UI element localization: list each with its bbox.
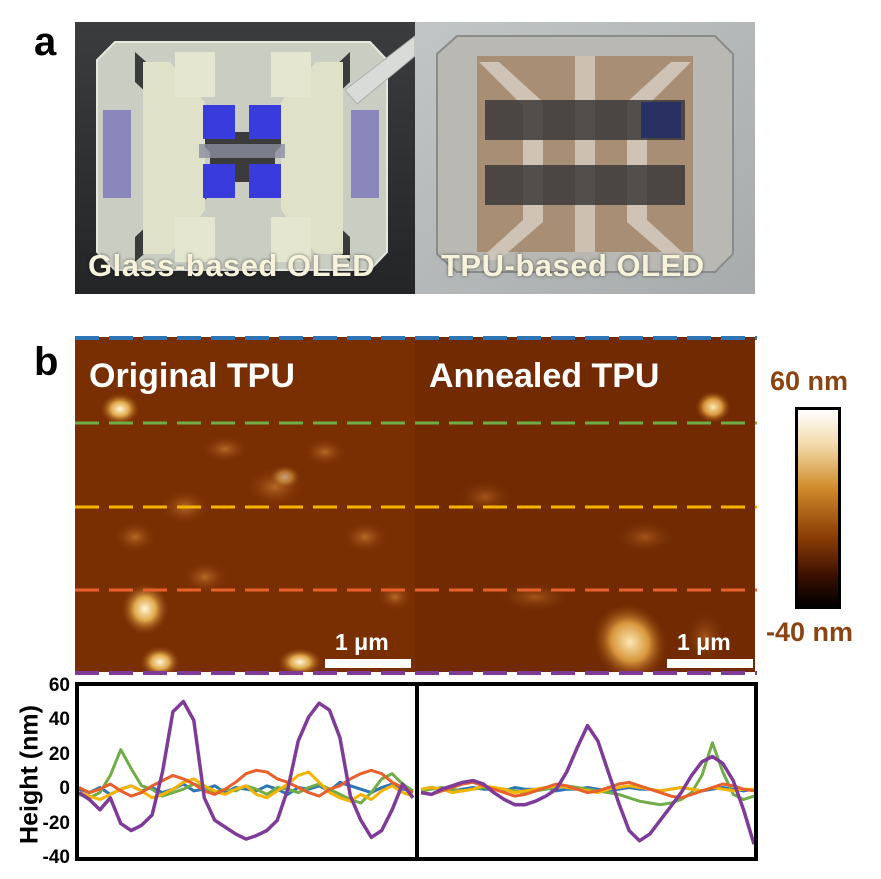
glass-oled-device-illustration [75,22,415,294]
y-tick-label: -20 [42,812,70,834]
colorbar-max-label: 60 nm [770,366,849,396]
glass-oled-caption: Glass-based OLED [88,248,376,283]
y-tick-label: 20 [48,743,70,765]
afm-profile-lines [75,336,757,675]
profile-series-green-annealed [420,741,755,807]
panel-letter-b: b [34,340,59,384]
tpu-oled-photo: TPU-based OLED [415,22,755,294]
height-colorbar [795,407,841,609]
profile-series-yellow-annealed [420,784,754,795]
y-tick-label: 0 [59,778,70,800]
afm-original-tpu-image: Original TPU 1 μm [75,337,415,672]
afm-annealed-topography [415,337,755,672]
scale-bar-original [325,659,411,668]
afm-annealed-tpu-image: Annealed TPU 1 μm [415,337,755,672]
afm-annealed-title: Annealed TPU [429,357,660,395]
y-tick-label: 60 [48,675,70,696]
profile-series-purple-annealed [420,723,756,845]
scale-bar-annealed [667,659,753,668]
afm-original-topography [75,337,415,672]
profile-series-blue-original [78,780,414,796]
glass-oled-photo: Glass-based OLED [75,22,415,294]
y-tick-label: 40 [48,709,70,731]
colorbar-min-label: -40 nm [766,617,854,647]
profile-series-purple-original [78,699,415,841]
height-profile-chart [75,682,758,861]
tpu-oled-device-illustration [415,22,755,294]
panel-letter-a: a [34,20,57,64]
chart-frame-right [415,682,758,861]
tpu-oled-caption: TPU-based OLED [441,248,705,283]
profile-series-yellow-original [78,770,414,803]
scale-bar-annealed-label: 1 μm [677,629,731,655]
profile-series-orange-original [78,768,414,798]
scale-bar-original-label: 1 μm [335,629,389,655]
afm-original-title: Original TPU [89,357,295,395]
y-tick-label: -40 [42,847,70,868]
